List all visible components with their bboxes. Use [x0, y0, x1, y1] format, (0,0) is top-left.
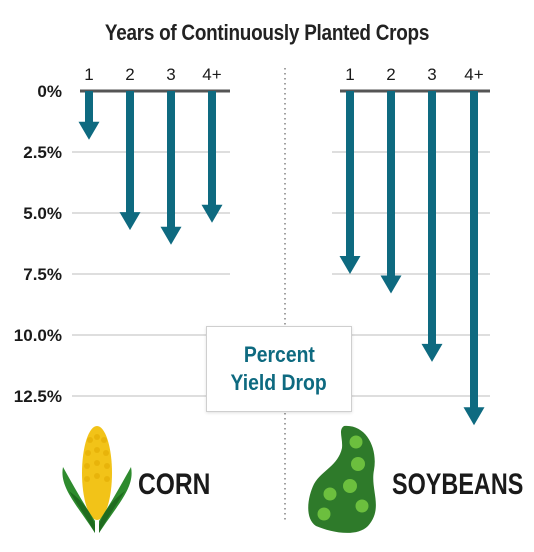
corn-label: CORN	[138, 468, 211, 501]
panel-soybeans: 1 2 3 4+	[339, 65, 490, 426]
y-tick-label: 10.0%	[14, 326, 62, 345]
yield-drop-arrow	[339, 91, 361, 274]
x-category-label: 4+	[464, 65, 483, 84]
x-category-label: 4+	[202, 65, 221, 84]
chart-panels: 1 2 3 4+ 1 2 3 4+	[78, 65, 490, 426]
yield-drop-arrow	[463, 91, 485, 426]
y-axis-ticks: 0% 2.5% 5.0% 7.5% 10.0% 12.5%	[14, 82, 62, 406]
soybeans-label: SOYBEANS	[392, 468, 524, 501]
x-category-label: 1	[345, 65, 354, 84]
yield-drop-arrow	[160, 91, 182, 245]
yield-drop-arrow	[421, 91, 443, 362]
yield-drop-arrow	[119, 91, 141, 231]
y-tick-label: 2.5%	[23, 143, 62, 162]
corn-icon	[62, 426, 132, 533]
yield-drop-arrow	[201, 91, 223, 223]
yield-drop-arrow	[380, 91, 402, 294]
gridlines	[72, 151, 490, 397]
y-tick-label: 5.0%	[23, 204, 62, 223]
x-category-label: 2	[386, 65, 395, 84]
x-category-label: 2	[125, 65, 134, 84]
percent-yield-drop-callout: Percent Yield Drop	[206, 326, 352, 412]
chart-title: Years of Continuously Planted Crops	[104, 20, 430, 45]
callout-line-2: Yield Drop	[230, 370, 328, 395]
y-tick-label: 0%	[37, 82, 62, 101]
callout-line-1: Percent	[243, 342, 315, 367]
x-category-label: 3	[427, 65, 436, 84]
soybean-icon	[308, 425, 376, 533]
y-tick-label: 12.5%	[14, 387, 62, 406]
x-category-label: 1	[84, 65, 93, 84]
y-tick-label: 7.5%	[23, 265, 62, 284]
panel-corn: 1 2 3 4+	[78, 65, 230, 245]
yield-drop-arrow	[78, 91, 100, 140]
x-category-label: 3	[166, 65, 175, 84]
